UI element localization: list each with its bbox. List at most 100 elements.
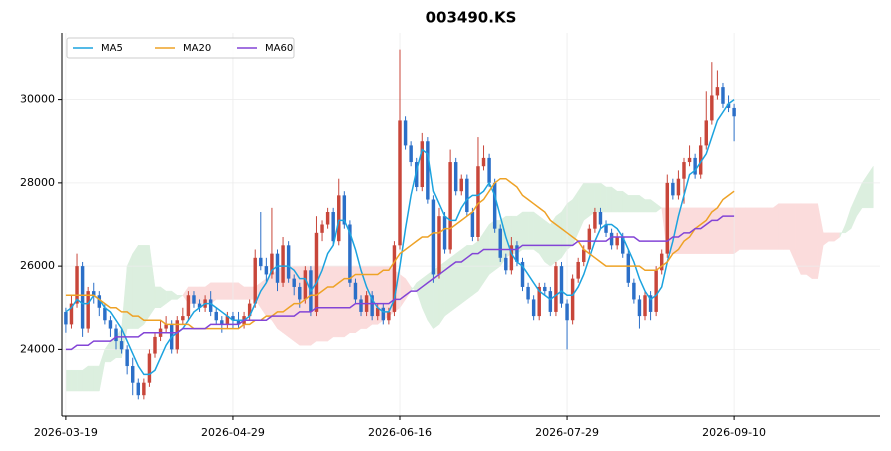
candle-body	[582, 249, 586, 262]
candle-body	[92, 291, 96, 296]
candle-body	[487, 157, 491, 183]
cloud-segment	[416, 278, 423, 308]
cloud-segment	[761, 207, 768, 250]
y-tick-label: 24000	[20, 342, 55, 355]
candle-body	[726, 103, 731, 108]
cloud-segment	[65, 369, 72, 392]
candle-body	[693, 157, 697, 175]
candle-body	[359, 299, 363, 312]
x-tick-label: 2026-04-29	[201, 426, 265, 439]
cloud-segment	[700, 207, 707, 254]
x-tick-label: 2026-06-16	[368, 426, 432, 439]
candle-body	[531, 299, 536, 317]
candle-body	[682, 162, 686, 179]
candle-body	[732, 107, 736, 117]
candle-body	[409, 145, 413, 163]
cloud-segment	[154, 286, 161, 309]
cloud-segment	[522, 211, 529, 250]
cloud-segment	[538, 215, 546, 263]
cloud-segment	[243, 286, 250, 300]
cloud-segment	[722, 207, 729, 254]
cloud-segment	[149, 245, 156, 317]
candle-body	[130, 366, 135, 383]
cloud-segment	[605, 186, 612, 213]
candle-body	[492, 182, 497, 229]
cloud-segment	[461, 244, 468, 305]
legend-label: MA5	[101, 43, 123, 54]
y-tick-label: 30000	[20, 93, 55, 106]
axes: 24000 26000 28000 30000 2026-03-19 2026-04-29…	[20, 33, 880, 439]
cloud-segment	[455, 248, 462, 309]
cloud-segment	[71, 369, 78, 392]
candle-body	[554, 266, 558, 312]
candle-body	[108, 320, 113, 329]
cloud-segment	[772, 203, 779, 250]
candle-body	[465, 178, 469, 213]
cloud-segment	[87, 365, 94, 392]
candle-body	[476, 166, 480, 237]
candle-body	[548, 291, 553, 312]
cloud-segment	[828, 232, 835, 242]
cloud-segment	[472, 240, 479, 296]
candle-body	[181, 316, 185, 321]
candle-body	[114, 328, 118, 342]
y-tick-label: 28000	[20, 176, 55, 189]
cloud-segment	[533, 211, 540, 255]
candle-body	[370, 295, 374, 317]
candle-body	[431, 199, 436, 275]
cloud-segment	[811, 203, 818, 279]
cloud-segment	[555, 211, 562, 263]
cloud-segment	[327, 265, 334, 342]
cloud-segment	[99, 349, 106, 392]
candle-body	[721, 87, 725, 104]
candle-body	[264, 266, 269, 275]
candle-body	[459, 178, 463, 192]
candle-body	[236, 320, 241, 325]
candle-body	[676, 178, 681, 196]
candle-body	[225, 316, 230, 325]
cloud-segment	[215, 282, 223, 300]
candle-body	[520, 261, 525, 287]
cloud-segment	[744, 207, 752, 250]
candle-body	[448, 162, 452, 250]
cloud-segment	[594, 182, 601, 213]
candle-body	[420, 141, 425, 188]
candle-body	[470, 212, 475, 237]
cloud-segment	[221, 282, 228, 300]
candle-body	[710, 95, 714, 121]
candle-body	[565, 303, 569, 321]
cloud-segment	[483, 223, 490, 284]
ma-line	[65, 215, 735, 351]
candle-body	[498, 228, 502, 258]
legend-box	[66, 37, 295, 59]
candle-body	[392, 245, 397, 312]
candle-body	[303, 270, 308, 300]
cloud-segment	[583, 182, 590, 221]
cloud-segment	[733, 207, 740, 255]
candle-body	[537, 286, 541, 317]
x-tick-label: 2026-07-29	[535, 426, 599, 439]
cloud-segment	[756, 207, 763, 250]
candle-body	[609, 232, 614, 246]
cloud-segment	[711, 207, 718, 254]
x-tick-label: 2026-03-19	[34, 426, 98, 439]
candle-body	[398, 120, 402, 246]
candle-body	[314, 232, 319, 312]
candle-body	[437, 216, 441, 275]
candle-body	[320, 224, 324, 233]
candle-body	[69, 303, 74, 325]
cloud-segment	[104, 340, 111, 363]
cloud-segment	[126, 253, 133, 329]
cloud-segment	[706, 207, 713, 254]
cloud-segment	[611, 186, 618, 213]
cloud	[65, 165, 874, 392]
candle-body	[643, 295, 647, 317]
cloud-segment	[422, 273, 429, 321]
candle-body	[231, 316, 235, 321]
cloud-segment	[143, 245, 150, 326]
cloud-segment	[845, 207, 852, 234]
candle-body	[543, 286, 547, 292]
cloud-segment	[839, 224, 846, 238]
cloud-segment	[76, 369, 83, 392]
